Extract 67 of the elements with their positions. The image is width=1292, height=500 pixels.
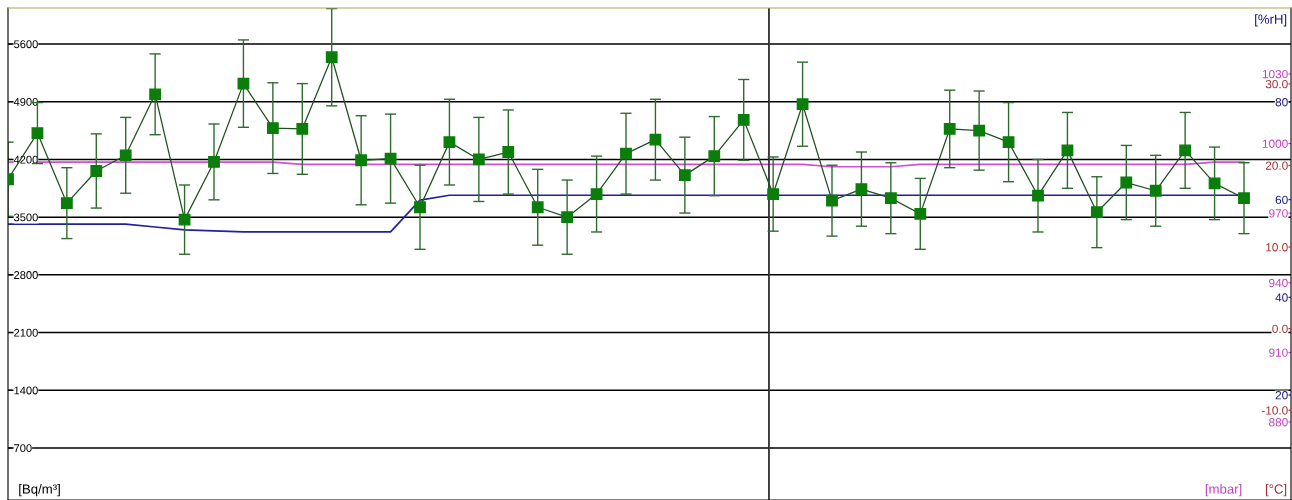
point — [296, 123, 309, 135]
y2-tick-label: 80 — [1275, 98, 1288, 107]
y-axis-title: [°C] — [1265, 484, 1287, 497]
y-tick-label: 20.0 — [1265, 161, 1288, 170]
point — [90, 165, 103, 177]
y3-tick-label: 1030 — [1262, 69, 1288, 79]
y-tick-label: 10.0 — [1266, 243, 1288, 252]
y-tick-label: 0.0 — [1272, 324, 1288, 334]
point — [1032, 189, 1044, 202]
y3-tick-label: 910 — [1269, 348, 1288, 357]
point — [590, 188, 603, 200]
point — [325, 51, 338, 64]
point — [266, 122, 279, 135]
point — [149, 88, 162, 101]
y-tick-label: 2100 — [14, 328, 38, 337]
point — [414, 201, 426, 214]
y2-axis-title: [%rH] — [1255, 14, 1287, 27]
point — [384, 152, 397, 165]
point — [884, 192, 897, 205]
point — [355, 154, 368, 167]
y3-tick-label: 940 — [1269, 278, 1288, 288]
point — [855, 183, 868, 196]
point — [737, 113, 750, 126]
y-axis-title: [Bq/m³] — [19, 484, 60, 497]
point — [1208, 177, 1221, 190]
point — [1179, 144, 1192, 157]
point — [60, 197, 73, 210]
y2-tick-label: 60 — [1275, 195, 1288, 205]
point — [1002, 136, 1015, 149]
y-tick-label: 700 — [14, 444, 32, 453]
point — [119, 149, 132, 162]
y2-tick-label: 20 — [1275, 391, 1288, 400]
point — [649, 133, 662, 146]
point — [826, 194, 838, 207]
point — [1120, 176, 1133, 189]
point — [767, 188, 780, 200]
point — [708, 150, 721, 163]
point — [1061, 144, 1074, 157]
point — [914, 207, 927, 220]
y-tick-label: 2800 — [14, 271, 38, 279]
point — [1149, 184, 1162, 197]
point — [443, 136, 456, 149]
point — [973, 124, 986, 137]
point — [796, 98, 809, 111]
y-tick-label: 1400 — [14, 386, 38, 395]
y3-axis-title: [mbar] — [1205, 484, 1242, 497]
point — [943, 123, 956, 135]
point — [561, 211, 574, 224]
y3-tick-label: 1000 — [1262, 139, 1288, 148]
point — [178, 213, 191, 226]
point — [531, 201, 544, 214]
point — [502, 146, 515, 158]
point — [31, 127, 44, 139]
y3-tick-label: 970 — [1269, 209, 1288, 218]
y-tick-label: 30.0 — [1265, 79, 1288, 89]
point — [678, 169, 691, 182]
point — [620, 147, 632, 160]
y-tick-label: 4900 — [13, 98, 38, 106]
y3-tick-label: 880 — [1269, 418, 1288, 427]
y-tick-label: 5600 — [14, 40, 38, 49]
point — [1238, 192, 1250, 205]
point — [1090, 206, 1103, 219]
y-tick-label: 3500 — [13, 213, 38, 222]
y2-tick-label: 40 — [1275, 293, 1288, 302]
point — [472, 153, 485, 166]
y-tick-label: -10.0 — [1261, 406, 1288, 415]
point — [208, 156, 220, 168]
